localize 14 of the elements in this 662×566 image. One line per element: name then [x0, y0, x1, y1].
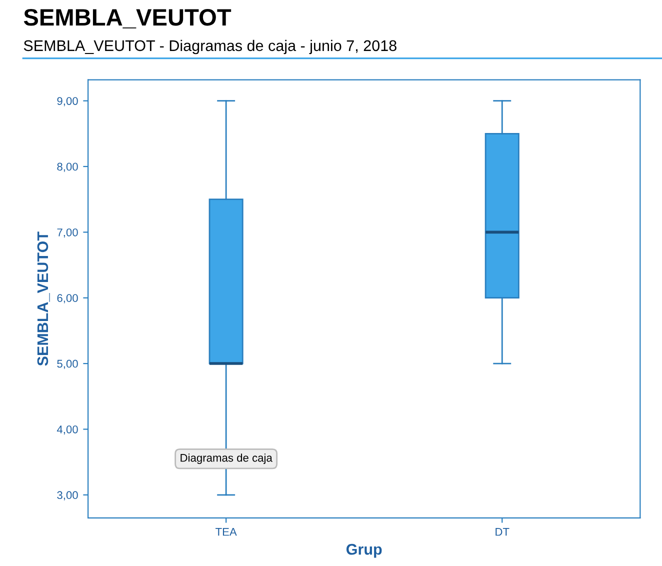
- y-tick-label: 5,00: [57, 360, 78, 369]
- y-tick-label: 6,00: [57, 294, 78, 304]
- y-tick-label: 4,00: [56, 425, 78, 435]
- x-axis-title: Grup: [346, 544, 382, 558]
- y-tick-label: 3,00: [57, 491, 78, 500]
- annotation: Diagramas de caja: [180, 454, 272, 464]
- x-tick-label: DT: [496, 528, 510, 536]
- chart-title: SEMBLA_VEUTOT: [24, 8, 232, 28]
- y-tick-label: 9,00: [57, 97, 78, 106]
- y-tick-label: 8,00: [57, 162, 78, 172]
- chart-subtitle: SEMBLA_VEUTOT - Diagramas de caja - junio 7, 2018: [24, 40, 396, 54]
- y-axis-title: SEMBLA_VEUTOT: [37, 232, 50, 366]
- y-tick-label: 7,00: [57, 228, 78, 238]
- x-tick-label: TEA: [216, 528, 237, 536]
